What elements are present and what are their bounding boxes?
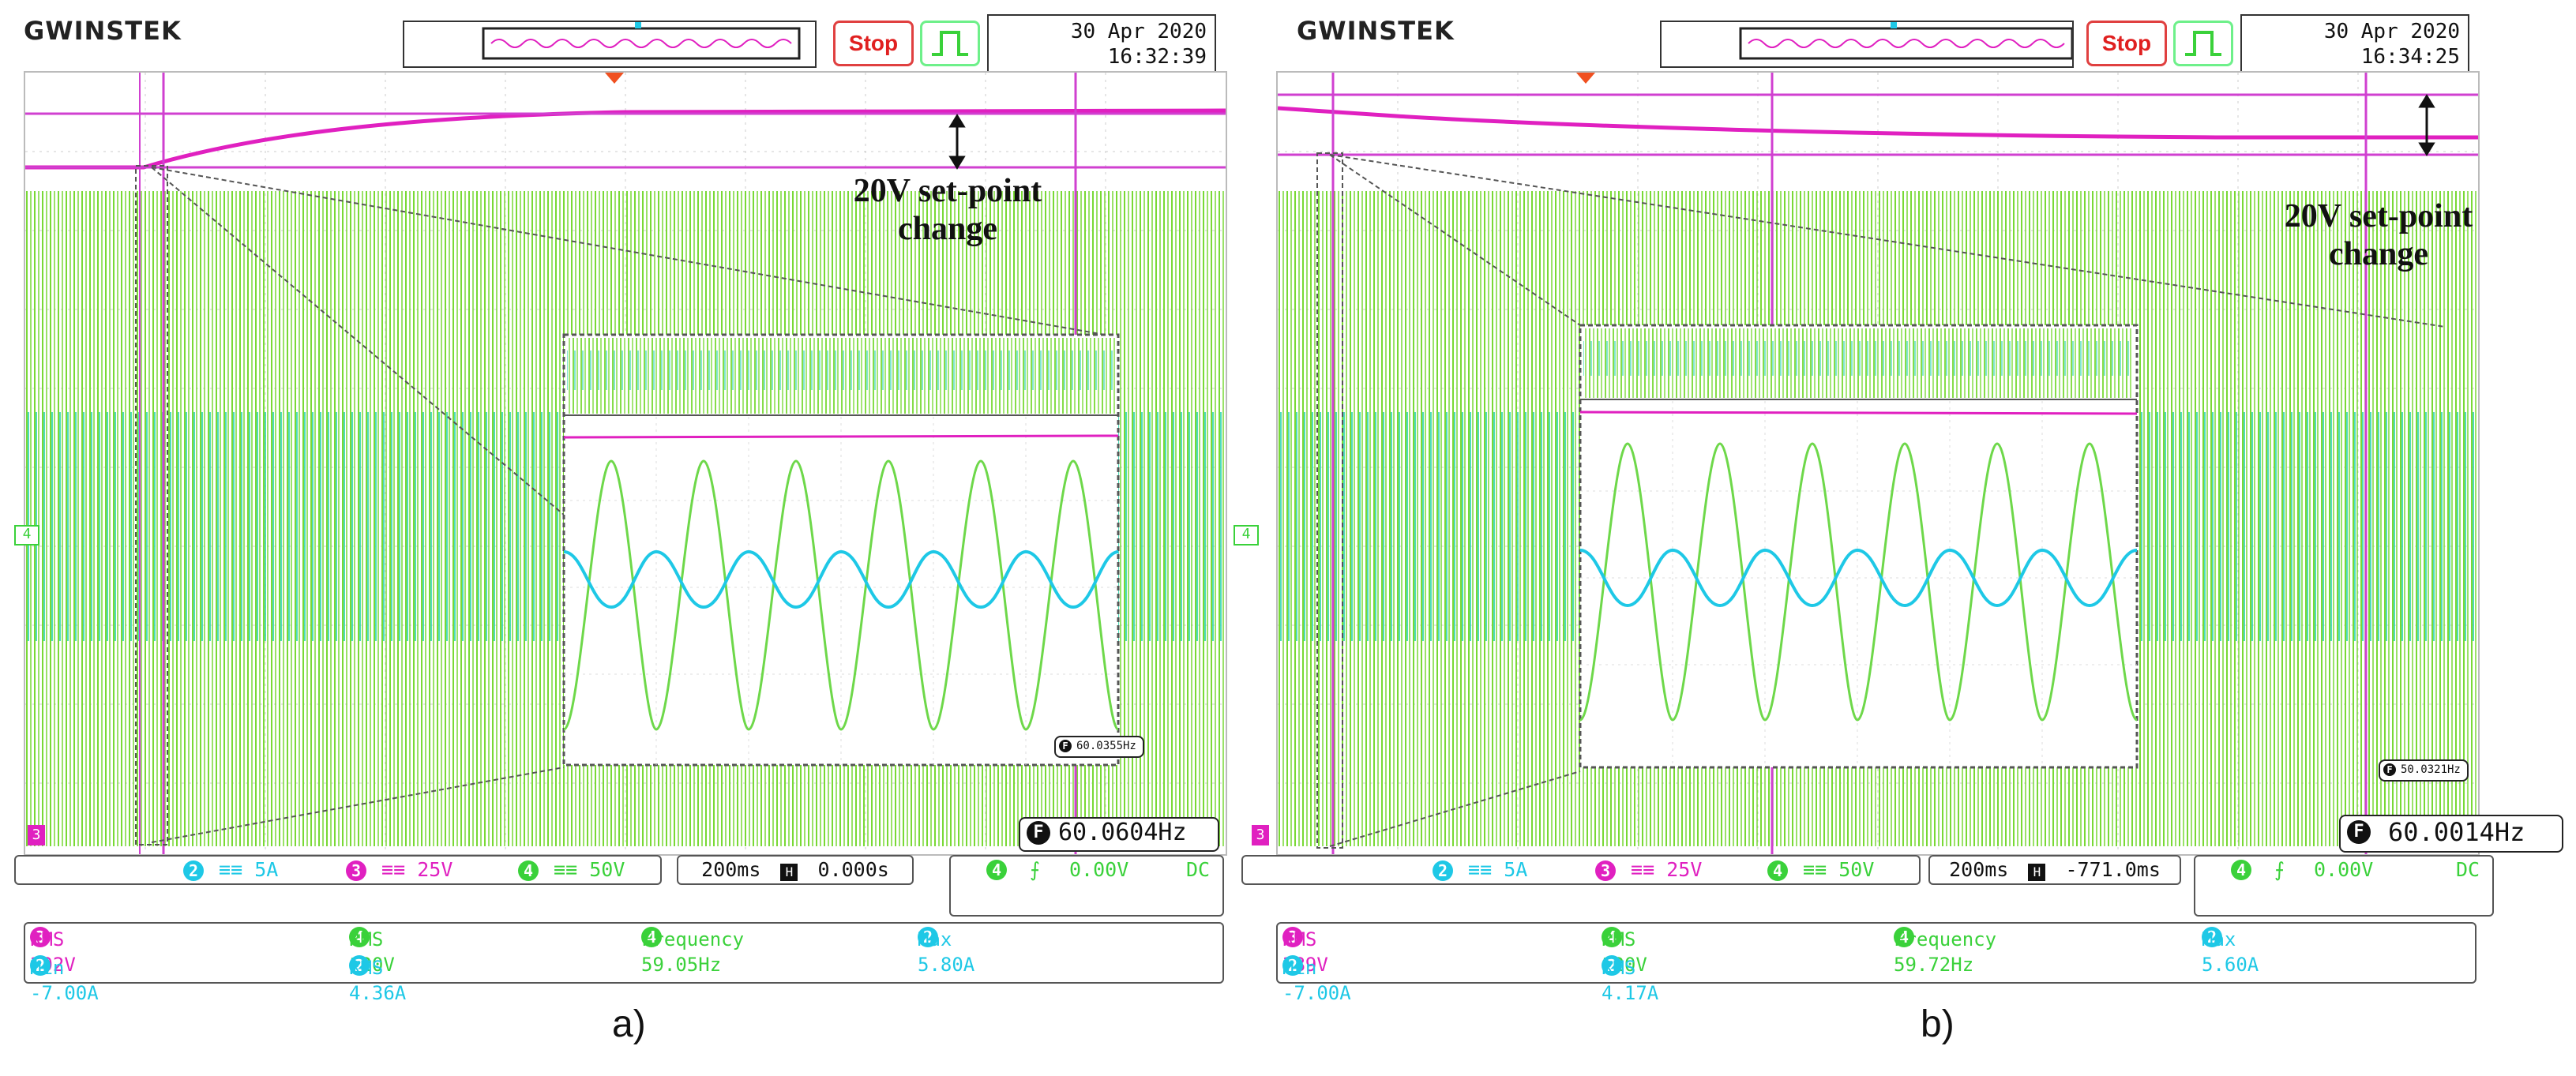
frequency-readout: F 60.0604Hz xyxy=(1019,817,1219,852)
scope-panel-a: GWINSTEK Stop 30 Apr 2020 16:32:39 xyxy=(0,0,1232,1076)
ch4-scale: 50V xyxy=(1838,858,1875,881)
memory-overview-bar[interactable] xyxy=(1660,21,2074,68)
frequency-readout: F 60.0014Hz xyxy=(2339,815,2563,853)
trigger-slope-icon: ⨍ xyxy=(2274,858,2285,881)
scope-panel-b: GWINSTEK Stop 30 Apr 2020 16:34:25 xyxy=(1234,0,2563,1076)
date-text: 30 Apr 2020 xyxy=(1070,20,1207,43)
trigger-slope-icon: ⨍ xyxy=(1030,858,1041,881)
ch4-scale-group[interactable]: 4 ≡≡ 50V xyxy=(518,857,625,883)
delay-value: 0.000s xyxy=(817,858,889,881)
frequency-value: 60.0014Hz xyxy=(2388,817,2525,847)
frequency-icon: F xyxy=(2347,820,2371,844)
zoom-inset xyxy=(562,333,1120,767)
brand-logo: GWINSTEK xyxy=(24,16,182,46)
ch3-ground-marker[interactable]: 3 xyxy=(1252,825,1269,845)
stop-button[interactable]: Stop xyxy=(2086,21,2167,66)
datetime-display: 30 Apr 2020 16:34:25 xyxy=(2240,14,2469,73)
trigger-channel-badge: 4 xyxy=(986,860,1007,880)
trigger-settings-box[interactable]: 4 ⨍ 0.00V DC xyxy=(2194,855,2494,917)
ch3-ground-marker[interactable]: 3 xyxy=(28,825,45,845)
brand-logo: GWINSTEK xyxy=(1297,16,1455,46)
setpoint-annotation-line1: 20V set-point xyxy=(2284,198,2473,234)
memory-overview-bar[interactable] xyxy=(403,21,817,68)
trigger-settings-box[interactable]: 4 ⨍ 0.00V DC xyxy=(949,855,1224,917)
setpoint-annotation-line2: change xyxy=(898,211,997,247)
time-text: 16:32:39 xyxy=(1107,45,1207,69)
channel-scale-bar[interactable]: 2 ≡≡ 5A 3 ≡≡ 25V 4 ≡≡ 50V xyxy=(14,855,662,885)
trigger-coupling: DC xyxy=(1186,858,1211,881)
frequency-value: 60.0604Hz xyxy=(1058,819,1187,846)
trigger-channel-badge: 4 xyxy=(2231,860,2251,880)
zoom-region xyxy=(1316,152,1343,849)
panel-caption: b) xyxy=(1921,1003,1955,1045)
trigger-level: 0.00V xyxy=(1069,858,1129,881)
ch4-scale: 50V xyxy=(589,858,625,881)
timebase-box[interactable]: 200ms H -771.0ms xyxy=(1928,855,2181,885)
ch2-scale: 5A xyxy=(1504,858,1528,881)
zoom-region xyxy=(135,165,168,845)
trigger-position-marker xyxy=(605,73,624,84)
frequency-icon: F xyxy=(1027,821,1050,845)
ch3-scale: 25V xyxy=(417,858,453,881)
zoom-inset xyxy=(1579,324,2139,769)
delay-value: -771.0ms xyxy=(2065,858,2161,881)
measurement-panel: 3 RMS 389V 4 RMS 120V 4 Frequency 59.72Hz 2… xyxy=(1276,922,2476,1004)
channel-scale-bar[interactable]: 2 ≡≡ 5A 3 ≡≡ 25V 4 ≡≡ 50V xyxy=(1241,855,1921,885)
ch3-scale: 25V xyxy=(1666,858,1703,881)
ch4-scale-group[interactable]: 4 ≡≡ 50V xyxy=(1767,857,1874,883)
setpoint-annotation-line1: 20V set-point xyxy=(853,173,1042,209)
trigger-position-marker xyxy=(1576,73,1595,84)
timebase-value: 200ms xyxy=(1949,858,2009,881)
setpoint-annotation-line2: change xyxy=(2329,236,2428,272)
stop-button[interactable]: Stop xyxy=(833,21,914,66)
date-text: 30 Apr 2020 xyxy=(2323,20,2460,43)
panel-caption: a) xyxy=(612,1003,646,1045)
overview-waveform xyxy=(1739,22,2072,60)
ch2-scale: 5A xyxy=(254,858,279,881)
timebase-box[interactable]: 200ms H 0.000s xyxy=(677,855,914,885)
inset-frequency-value: 50.0321Hz xyxy=(2401,763,2461,776)
time-text: 16:34:25 xyxy=(2360,45,2460,69)
waveform-display xyxy=(24,71,1227,856)
trigger-coupling: DC xyxy=(2456,858,2480,881)
overview-waveform xyxy=(482,22,801,60)
ch4-ground-marker[interactable]: 4 xyxy=(1234,525,1259,545)
setpoint-annotation: 20V set-point change xyxy=(829,172,1066,248)
trigger-status-icon[interactable] xyxy=(920,21,980,66)
trigger-level: 0.00V xyxy=(2314,858,2374,881)
ch3-dc-bus-trace xyxy=(1278,106,2478,140)
inset-frequency-value: 60.0355Hz xyxy=(1076,740,1136,752)
ch2-scale-group[interactable]: 2 ≡≡ 5A xyxy=(183,857,278,883)
inset-frequency-readout: F 50.0321Hz xyxy=(2379,759,2469,782)
setpoint-arrow xyxy=(2418,94,2435,156)
measurement-panel: 3 RMS 392V 4 RMS 120V 4 Frequency 59.05Hz 2… xyxy=(24,922,1224,1004)
ch4-ground-marker[interactable]: 4 xyxy=(14,525,39,545)
trigger-status-icon[interactable] xyxy=(2173,21,2233,66)
setpoint-annotation: 20V set-point change xyxy=(2268,197,2489,273)
setpoint-arrow xyxy=(948,114,966,170)
ch3-scale-group[interactable]: 3 ≡≡ 25V xyxy=(1595,857,1702,883)
waveform-display xyxy=(1276,71,2480,856)
inset-frequency-readout: F 60.0355Hz xyxy=(1054,736,1144,758)
ch3-scale-group[interactable]: 3 ≡≡ 25V xyxy=(346,857,452,883)
datetime-display: 30 Apr 2020 16:32:39 xyxy=(987,14,1216,73)
ch2-scale-group[interactable]: 2 ≡≡ 5A xyxy=(1433,857,1527,883)
timebase-value: 200ms xyxy=(701,858,761,881)
